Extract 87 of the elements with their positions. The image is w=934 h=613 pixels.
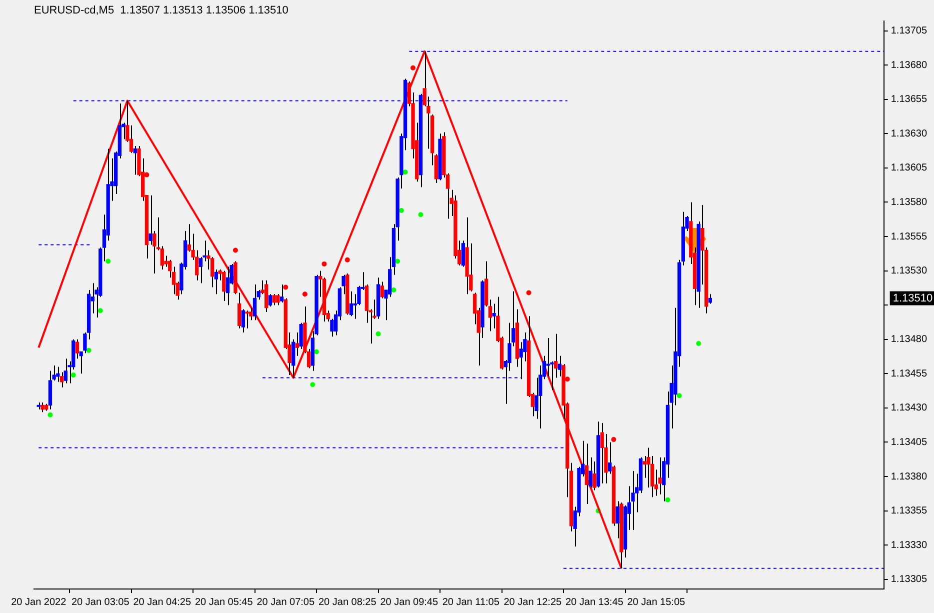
candlestick [584,443,589,504]
candlestick [280,284,284,303]
point [526,290,532,296]
point [665,497,670,502]
x-tick-label: 20 Jan 15:05 [627,596,686,608]
candlestick [708,294,712,304]
point [391,288,396,293]
candlestick [608,442,612,474]
point [398,208,404,213]
candlestick [40,402,44,413]
x-tick-label: 20 Jan 08:25 [318,596,377,608]
candlestick [268,294,272,307]
point [70,372,76,378]
y-tick-label: 1.13405 [890,437,928,448]
candlestick [56,366,60,382]
point [98,308,103,314]
candlestick [546,338,550,377]
x-tick-label: 20 Jan 04:25 [133,596,192,608]
point [418,212,424,218]
y-tick-label: 1.13380 [890,471,928,482]
candlestick [276,294,280,306]
candlestick [226,266,230,306]
y-tick-label: 1.13680 [890,60,928,71]
candlestick [198,256,203,284]
y-tick-label: 1.13305 [890,574,928,586]
point [86,348,92,353]
point [696,341,702,346]
y-tick-label: 1.13455 [890,368,928,380]
text: 1.13510 [892,292,933,304]
candlestick [64,358,68,384]
x-tick-label: 20 Jan 2022 [11,596,67,608]
candlestick [222,270,226,302]
x-tick-label: 20 Jan 03:05 [71,596,130,608]
x-tick-label: 20 Jan 05:45 [194,596,254,608]
candlestick [380,281,384,299]
chart-title: EURUSD-cd,M5 1.13507 1.13513 1.13506 1.13510 [34,4,288,17]
y-tick-label: 1.13430 [890,402,928,414]
y-tick-label: 1.13555 [890,231,928,242]
x-tick-label: 20 Jan 09:45 [380,596,438,608]
y-tick-label: 1.13655 [890,94,928,106]
candlestick [616,500,620,539]
candlestick [245,310,249,329]
candlestick [538,364,542,430]
candlestick [492,303,496,329]
candlestick [642,455,646,478]
point [283,284,288,290]
point [402,170,408,175]
candlestick [631,470,635,531]
point [611,437,616,442]
candlestick [272,294,276,306]
point [144,172,150,178]
candlestick [342,274,346,295]
y-tick-label: 1.13480 [890,334,928,346]
point [302,292,308,297]
point [344,257,350,262]
point [48,412,53,418]
candlestick [600,422,604,484]
point [232,248,238,253]
candlestick [252,284,257,321]
candlestick [237,292,242,329]
candlestick [264,280,268,312]
point [676,393,682,398]
y-tick-label: 1.13580 [890,196,928,208]
y-tick-label: 1.13330 [890,540,928,551]
x-tick-label: 20 Jan 12:25 [504,596,562,608]
candlestick [592,460,596,491]
candlestick [658,456,662,495]
y-tick-label: 1.13705 [890,26,928,37]
y-tick-label: 1.13530 [890,266,928,277]
point [564,376,570,382]
point [376,331,381,336]
point [310,382,316,388]
point [314,349,320,354]
point [106,258,111,264]
point [395,258,400,264]
y-tick-label: 1.13605 [890,162,928,174]
candlestick [461,240,465,268]
candlestick [295,332,300,356]
x-tick-label: 20 Jan 11:05 [442,596,500,608]
x-tick-label: 20 Jan 13:45 [565,596,624,608]
y-tick-label: 1.13355 [890,506,928,517]
y-tick-label: 1.13630 [890,128,928,140]
x-tick-label: 20 Jan 07:05 [256,596,315,608]
candlestick [75,338,80,360]
candlestick [148,194,152,246]
point [322,261,327,266]
point [410,65,416,70]
